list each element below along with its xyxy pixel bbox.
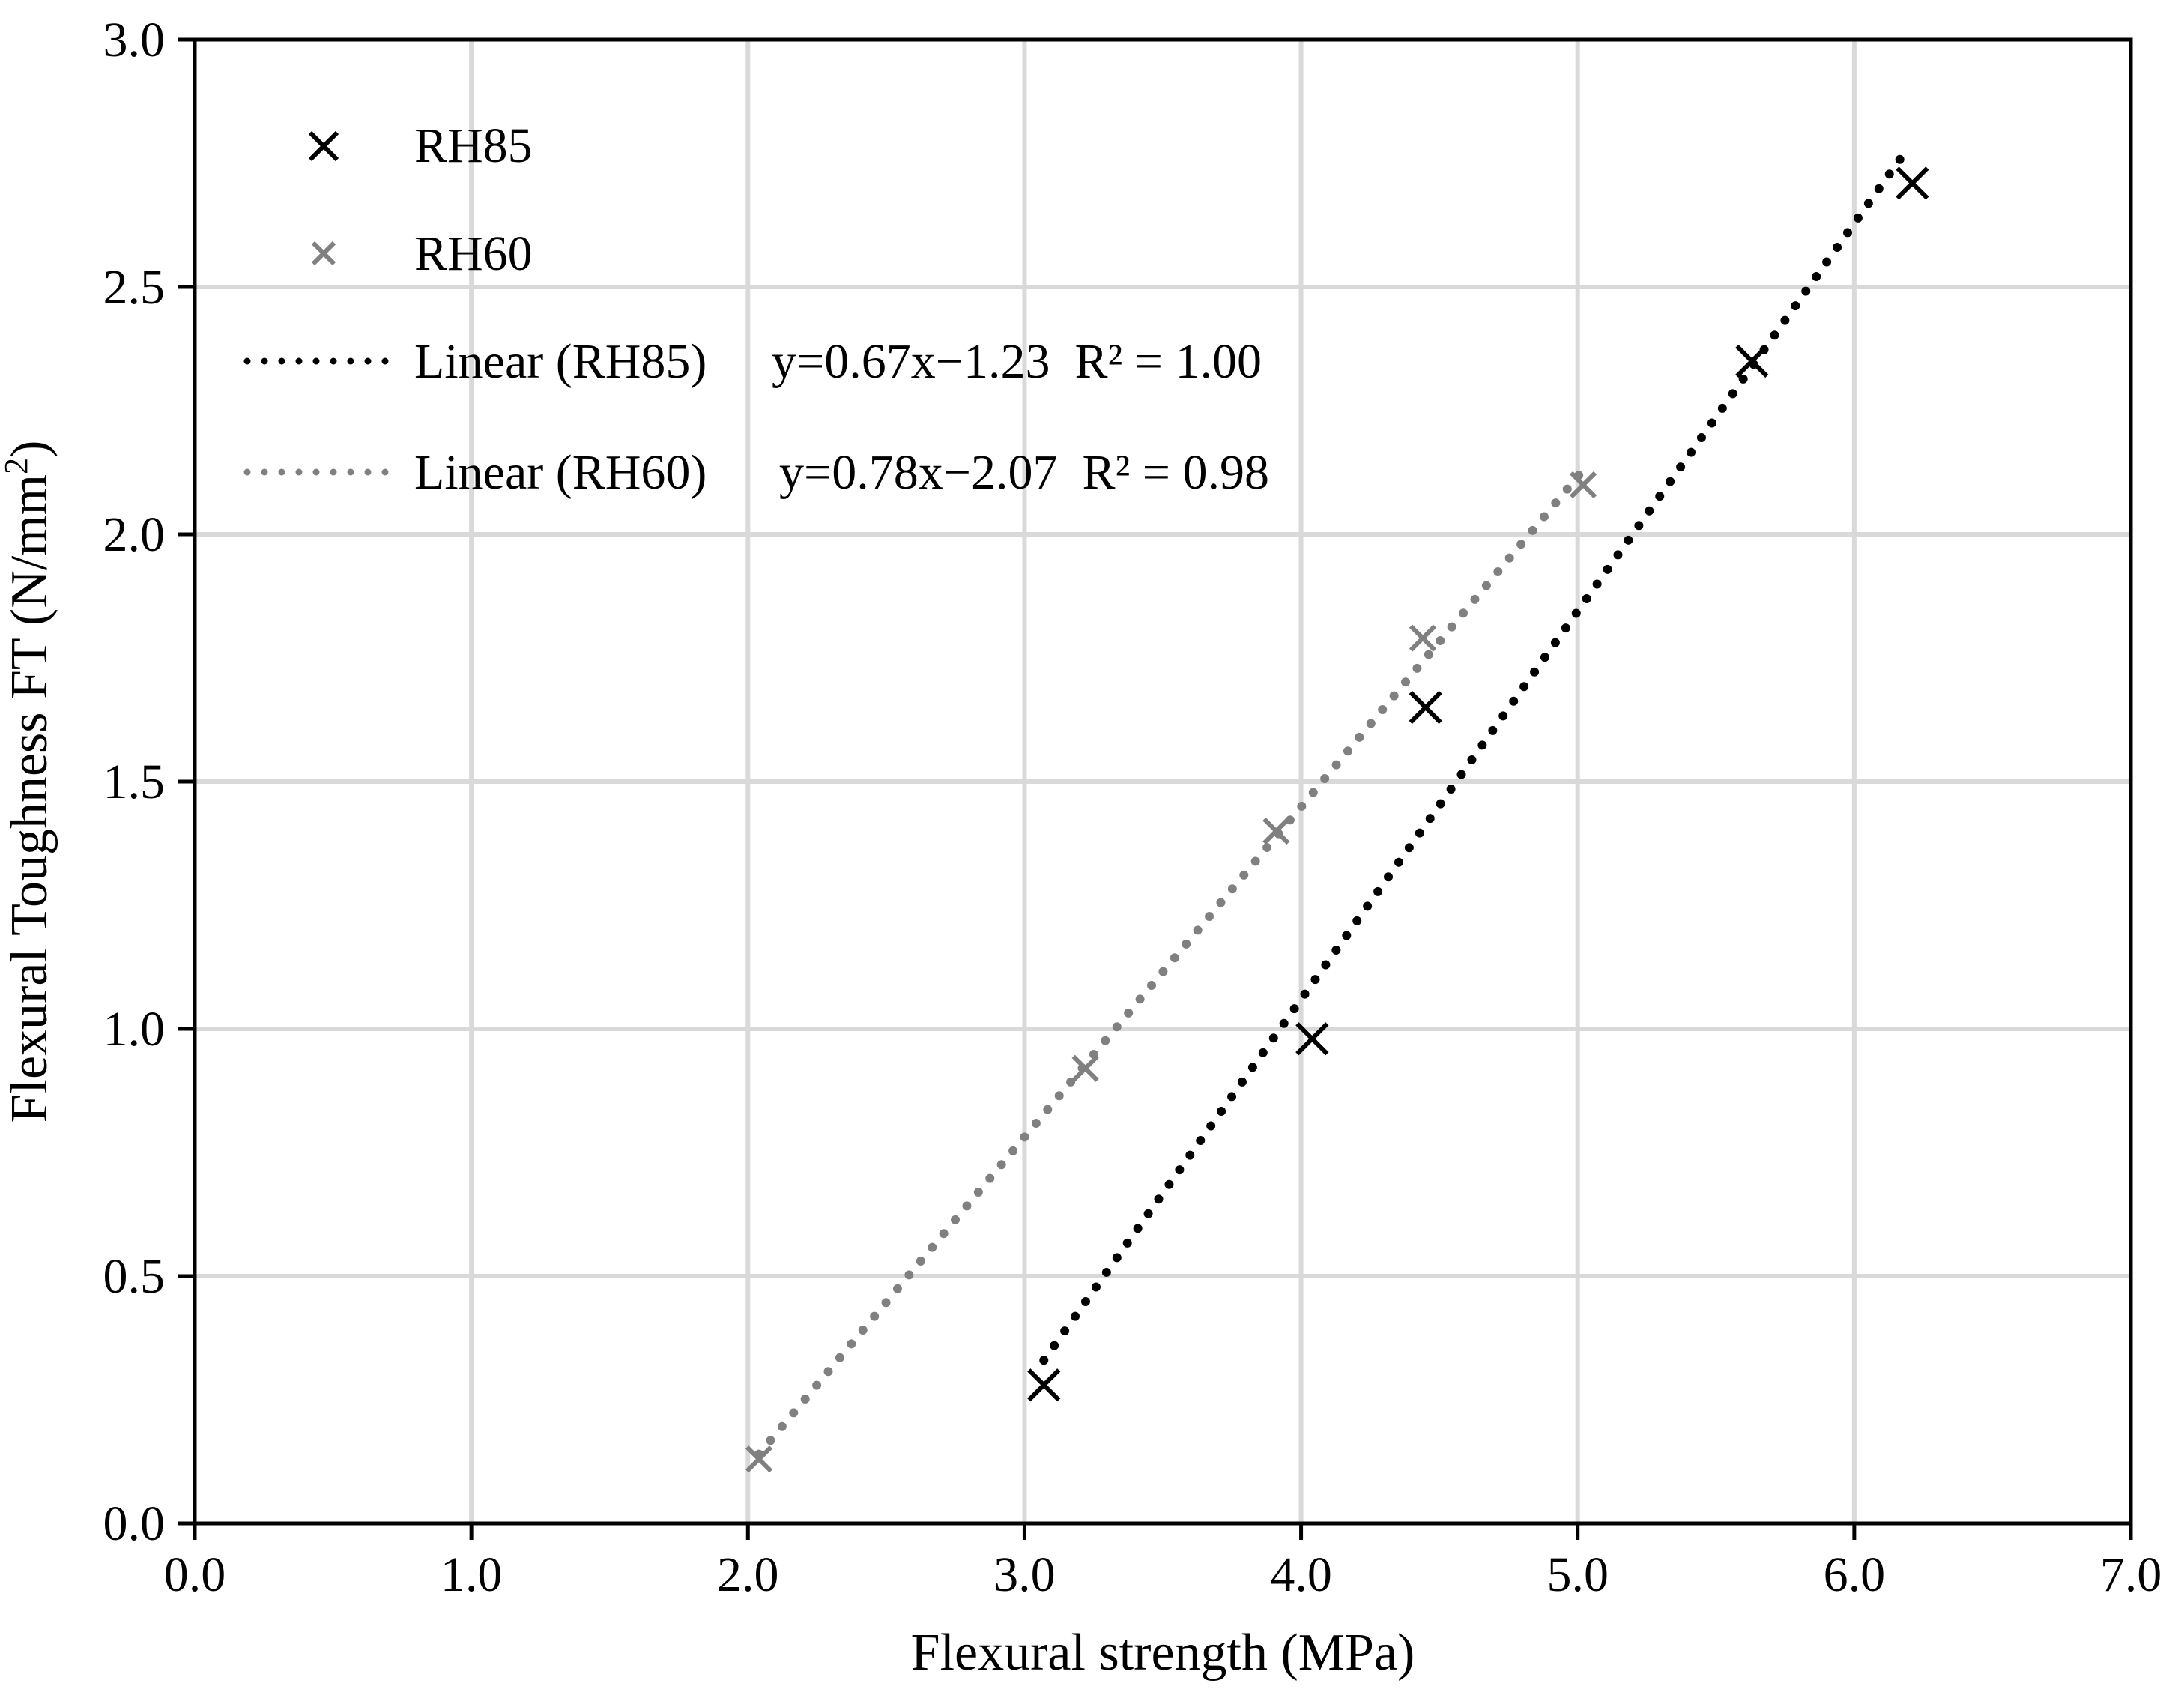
trendline-equation-rh85: y=0.67x−1.23 R² = 1.00 bbox=[772, 334, 1262, 389]
y-axis-title-main: Flexural Toughness FT (N/mm bbox=[1, 474, 58, 1123]
x-tick-label: 0.0 bbox=[164, 1547, 226, 1602]
x-tick-label: 3.0 bbox=[993, 1547, 1056, 1602]
x-marker-icon bbox=[311, 241, 336, 266]
x-marker-icon bbox=[745, 1445, 773, 1473]
legend-item-rh60: RH60 bbox=[311, 226, 533, 281]
x-marker-icon bbox=[1735, 344, 1769, 378]
y-tick-label: 1.0 bbox=[103, 1002, 166, 1057]
y-tick-label: 1.5 bbox=[103, 755, 166, 809]
legend-item-linear-rh85: Linear (RH85) y=0.67x−1.23 R² = 1.00 bbox=[243, 334, 1262, 389]
x-tick-label: 2.0 bbox=[717, 1547, 779, 1602]
legend-item-linear-rh60: Linear (RH60) y=0.78x−2.07 R² = 0.98 bbox=[243, 445, 1269, 500]
x-axis-ticks: 0.0 1.0 2.0 3.0 4.0 5.0 6.0 7.0 bbox=[164, 1523, 2162, 1602]
y-axis-ticks: 0.0 0.5 1.0 1.5 2.0 2.5 3.0 bbox=[103, 13, 195, 1551]
trendlines bbox=[754, 148, 1909, 1459]
legend-label-linear-rh60: Linear (RH60) bbox=[414, 445, 707, 500]
x-marker-icon bbox=[1262, 817, 1290, 845]
y-tick-label: 2.0 bbox=[103, 507, 166, 562]
x-marker-icon bbox=[308, 130, 339, 162]
x-marker-icon bbox=[1071, 1054, 1099, 1082]
x-tick-label: 5.0 bbox=[1546, 1547, 1609, 1602]
y-tick-label: 0.0 bbox=[103, 1496, 166, 1551]
x-marker-icon bbox=[1027, 1368, 1061, 1402]
y-axis-title-superscript: 2 bbox=[0, 458, 34, 474]
legend-label-rh85: RH85 bbox=[414, 118, 533, 173]
legend-label-linear-rh85: Linear (RH85) bbox=[414, 334, 707, 389]
y-axis-title-suffix: ) bbox=[1, 441, 58, 458]
x-tick-label: 1.0 bbox=[441, 1547, 503, 1602]
x-tick-label: 4.0 bbox=[1270, 1547, 1332, 1602]
y-tick-label: 0.5 bbox=[103, 1249, 166, 1304]
legend: RH85 RH60 Linear (RH85) y=0.67x−1.23 R² … bbox=[243, 118, 1269, 500]
data-points bbox=[745, 166, 1929, 1473]
legend-item-rh85: RH85 bbox=[308, 118, 533, 173]
x-tick-label: 7.0 bbox=[2100, 1547, 2162, 1602]
gridlines bbox=[195, 40, 2131, 1523]
x-marker-icon bbox=[1409, 690, 1442, 725]
x-marker-icon bbox=[1569, 471, 1597, 499]
y-axis-title: Flexural Toughness FT (N/mm2) bbox=[0, 441, 58, 1123]
x-tick-label: 6.0 bbox=[1824, 1547, 1886, 1602]
y-tick-label: 3.0 bbox=[103, 13, 166, 67]
trendline-equation-rh60: y=0.78x−2.07 R² = 0.98 bbox=[779, 445, 1269, 500]
y-tick-label: 2.5 bbox=[103, 260, 166, 315]
trendline bbox=[754, 465, 1588, 1459]
x-marker-icon bbox=[1896, 166, 1929, 200]
legend-label-rh60: RH60 bbox=[414, 226, 533, 281]
x-axis-title: Flexural strength (MPa) bbox=[911, 1624, 1415, 1682]
x-marker-icon bbox=[1409, 624, 1437, 652]
trendline bbox=[1039, 148, 1909, 1365]
x-marker-icon bbox=[1295, 1022, 1329, 1056]
